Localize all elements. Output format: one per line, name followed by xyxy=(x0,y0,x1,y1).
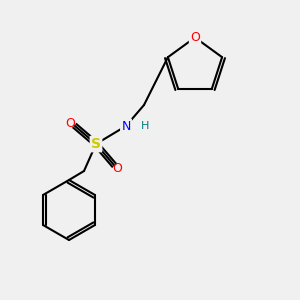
Text: O: O xyxy=(190,31,200,44)
Text: S: S xyxy=(91,137,101,151)
Text: O: O xyxy=(66,116,75,130)
Text: H: H xyxy=(141,121,149,131)
Text: N: N xyxy=(121,119,131,133)
Text: O: O xyxy=(112,161,122,175)
